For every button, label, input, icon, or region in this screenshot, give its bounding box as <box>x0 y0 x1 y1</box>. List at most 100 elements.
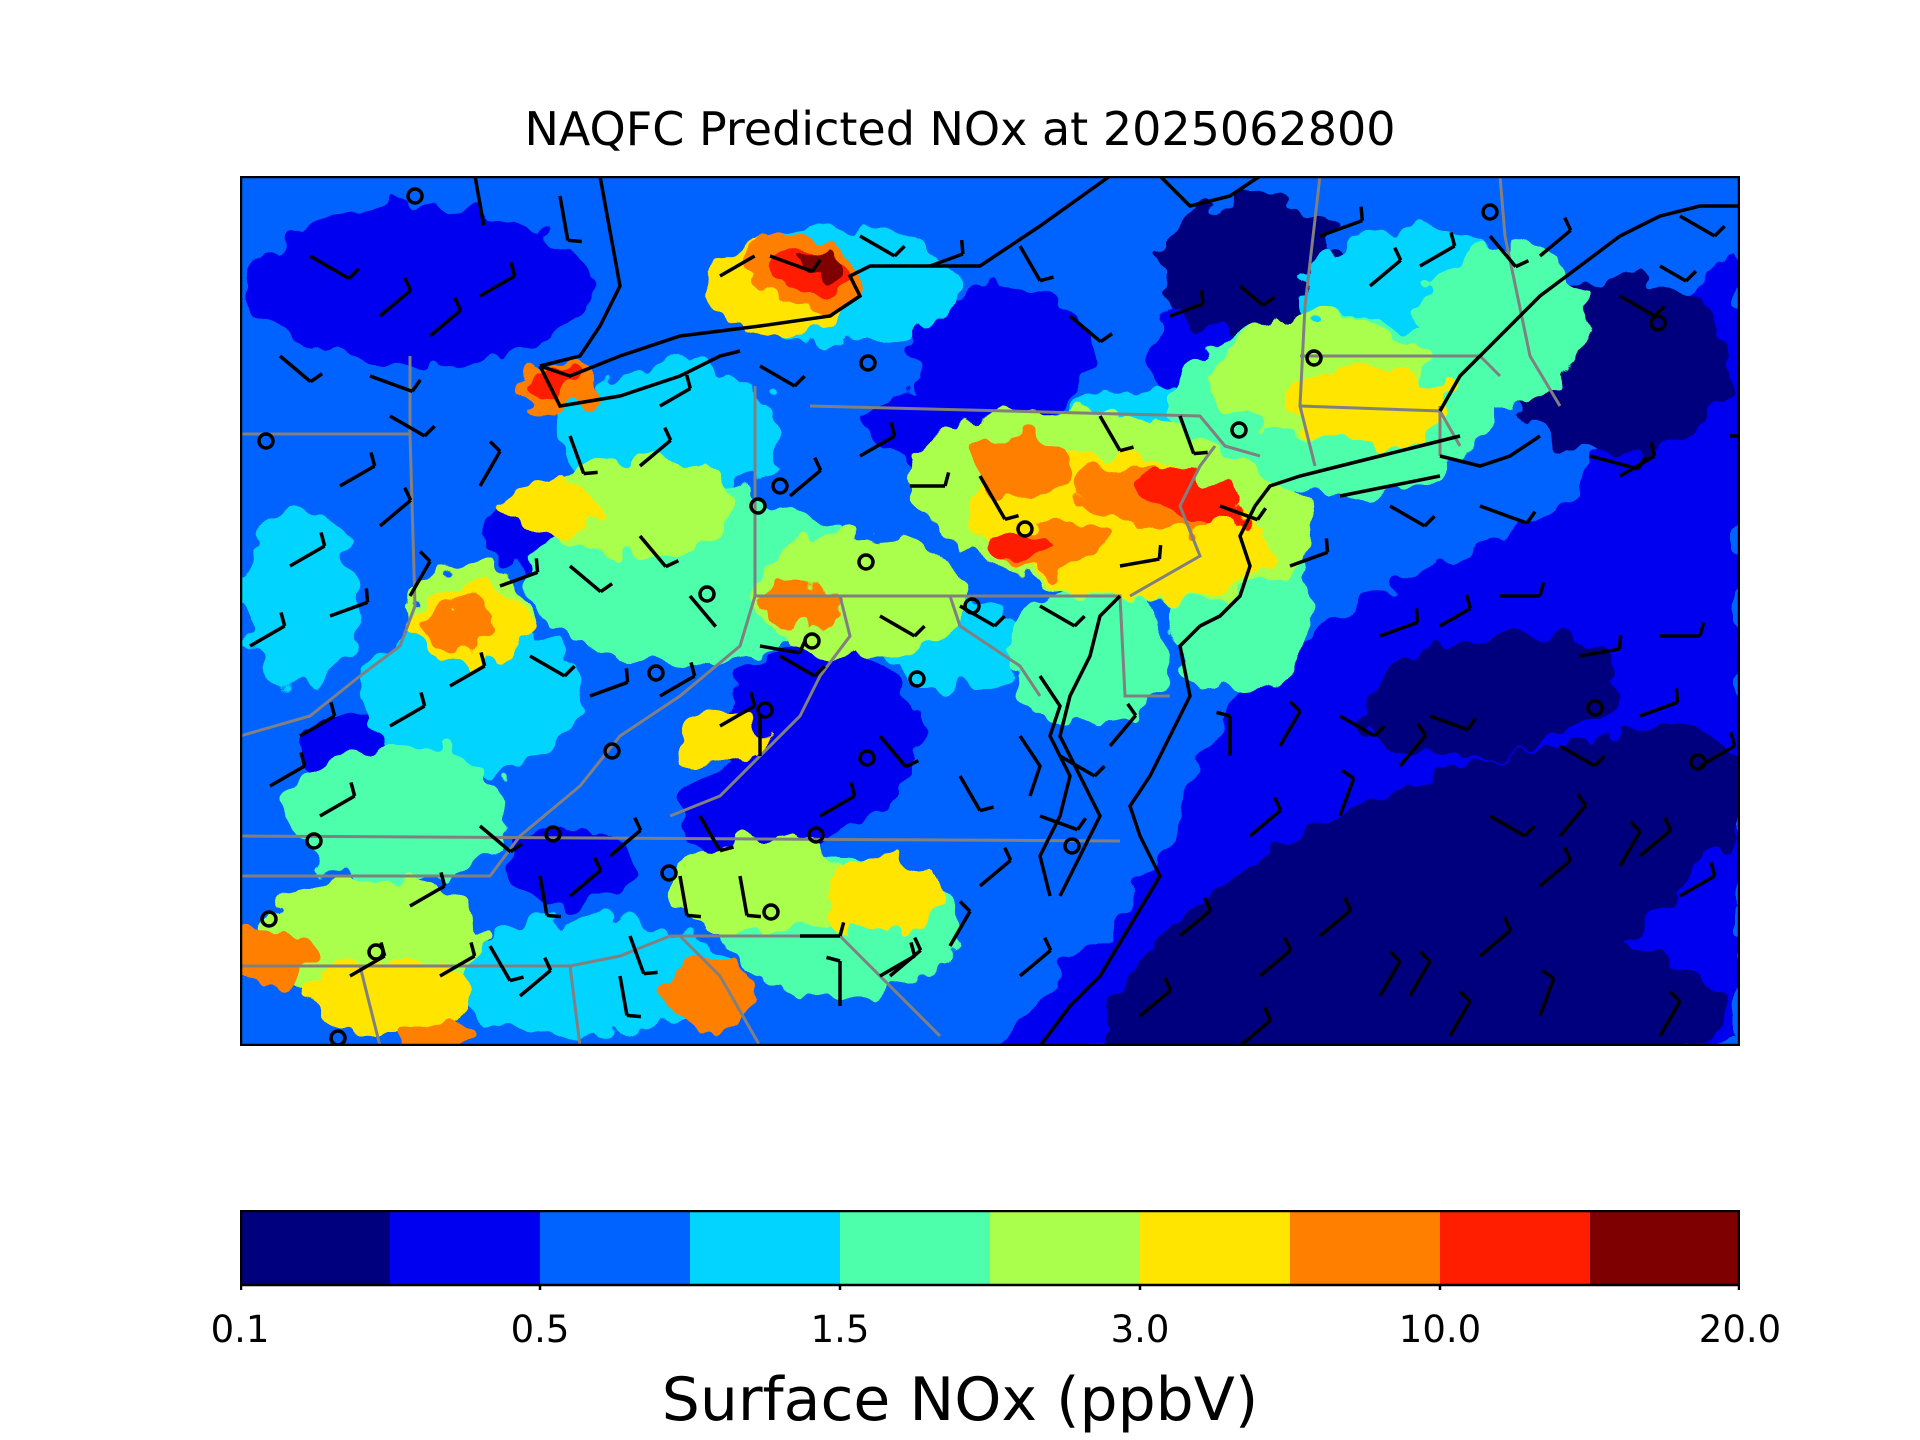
colorbar-tick-label: 20.0 <box>1698 1308 1782 1351</box>
monitoring-site <box>807 826 825 844</box>
wind-barb <box>1659 264 1698 283</box>
colorbar-cell <box>840 1210 991 1286</box>
wind-barb <box>1479 504 1537 525</box>
wind-barb <box>1138 976 1173 1018</box>
wind-barb <box>1039 814 1088 832</box>
colorbar-label: Surface NOx (ppbV) <box>661 1365 1259 1435</box>
monitoring-site <box>660 864 678 882</box>
wind-barb <box>888 936 923 978</box>
wind-barb <box>269 752 307 788</box>
wind-barb <box>389 692 427 728</box>
wind-barb <box>1389 504 1436 528</box>
wind-barb <box>299 702 337 738</box>
colorbar-tick-label: 0.5 <box>510 1308 570 1351</box>
monitoring-site <box>1649 314 1667 332</box>
wind-barb <box>1169 289 1205 318</box>
wind-barb <box>698 815 734 853</box>
wind-barb <box>538 875 562 919</box>
monitoring-sites <box>257 187 1707 1046</box>
wind-barb <box>409 872 447 908</box>
wind-barb <box>1238 284 1276 307</box>
wind-barb <box>1538 216 1573 258</box>
wind-barb <box>978 475 1019 521</box>
colorbar-cell <box>1140 1210 1291 1286</box>
wind-barb <box>473 176 486 226</box>
monitoring-site <box>1689 753 1707 771</box>
wind-barb <box>1278 700 1302 747</box>
colorbar-tick-label: 10.0 <box>1398 1308 1482 1351</box>
wind-barb <box>1579 634 1623 658</box>
wind-barb <box>558 195 582 244</box>
wind-barb <box>1178 896 1213 938</box>
monitoring-site <box>803 632 821 650</box>
wind-barb <box>568 564 614 594</box>
wind-barb <box>688 594 718 628</box>
monitoring-site <box>749 497 767 515</box>
wind-barb <box>618 975 642 1019</box>
wind-barb <box>628 935 658 976</box>
wind-barb <box>439 942 477 978</box>
wind-barb <box>589 668 630 698</box>
wind-barb <box>289 532 327 568</box>
state-borders <box>240 176 1562 1046</box>
colorbar-cells <box>240 1210 1740 1286</box>
wind-barb <box>1216 710 1232 756</box>
wind-barbs <box>249 176 1740 1046</box>
wind-barb <box>1419 232 1457 268</box>
wind-barb <box>529 654 576 678</box>
wind-barb <box>1318 896 1353 938</box>
wind-barb <box>1319 206 1365 238</box>
wind-barb <box>1439 594 1473 628</box>
colorbar-frame <box>240 1210 1740 1287</box>
colorbar <box>240 1210 1740 1290</box>
wind-barb <box>1619 442 1657 478</box>
wind-barb <box>859 422 897 458</box>
wind-barb <box>1538 968 1556 1017</box>
colorbar-cell <box>390 1210 541 1286</box>
wind-barb <box>1500 582 1546 598</box>
wind-barb <box>958 775 994 813</box>
colorbar-cell <box>240 1210 391 1286</box>
colorbar-tick-label: 1.5 <box>810 1308 870 1351</box>
wind-barb <box>1679 214 1726 238</box>
wind-barb <box>1119 544 1163 568</box>
wind-barb <box>478 440 502 487</box>
wind-barb <box>1018 245 1054 283</box>
monitoring-site <box>858 749 876 767</box>
monitoring-site <box>305 832 323 850</box>
wind-barb <box>408 550 432 597</box>
wind-barb <box>1679 862 1717 898</box>
monitoring-site <box>260 910 278 928</box>
wind-barb <box>800 922 846 938</box>
wind-barb <box>910 472 951 488</box>
wind-barb <box>1558 792 1588 838</box>
wind-barb <box>1219 504 1268 522</box>
wind-barb <box>568 435 598 476</box>
wind-barb <box>329 588 370 618</box>
wind-barb <box>1478 916 1513 958</box>
wind-barb <box>879 614 926 638</box>
monitoring-site <box>1230 421 1248 439</box>
wind-barb <box>608 816 643 858</box>
monitoring-site <box>603 742 621 760</box>
wind-barb <box>1018 936 1053 978</box>
monitoring-site <box>406 187 424 205</box>
wind-barb <box>779 654 826 678</box>
monitoring-site <box>1016 520 1034 538</box>
colorbar-tick-label: 0.1 <box>210 1308 270 1351</box>
wind-barb <box>878 734 920 769</box>
monitoring-site <box>1063 837 1081 855</box>
wind-barb <box>278 354 324 384</box>
map-frame <box>240 176 1740 1046</box>
wind-barb <box>978 846 1013 888</box>
wind-barb <box>568 856 603 898</box>
wind-barb <box>479 262 517 298</box>
wind-barb <box>948 900 972 947</box>
wind-barb <box>1488 234 1530 269</box>
wind-barb <box>769 254 822 274</box>
coastline <box>538 176 1740 1046</box>
wind-barb <box>1559 744 1606 768</box>
wind-barb <box>678 875 702 919</box>
wind-barb <box>1619 294 1666 318</box>
wind-barb <box>719 254 756 278</box>
